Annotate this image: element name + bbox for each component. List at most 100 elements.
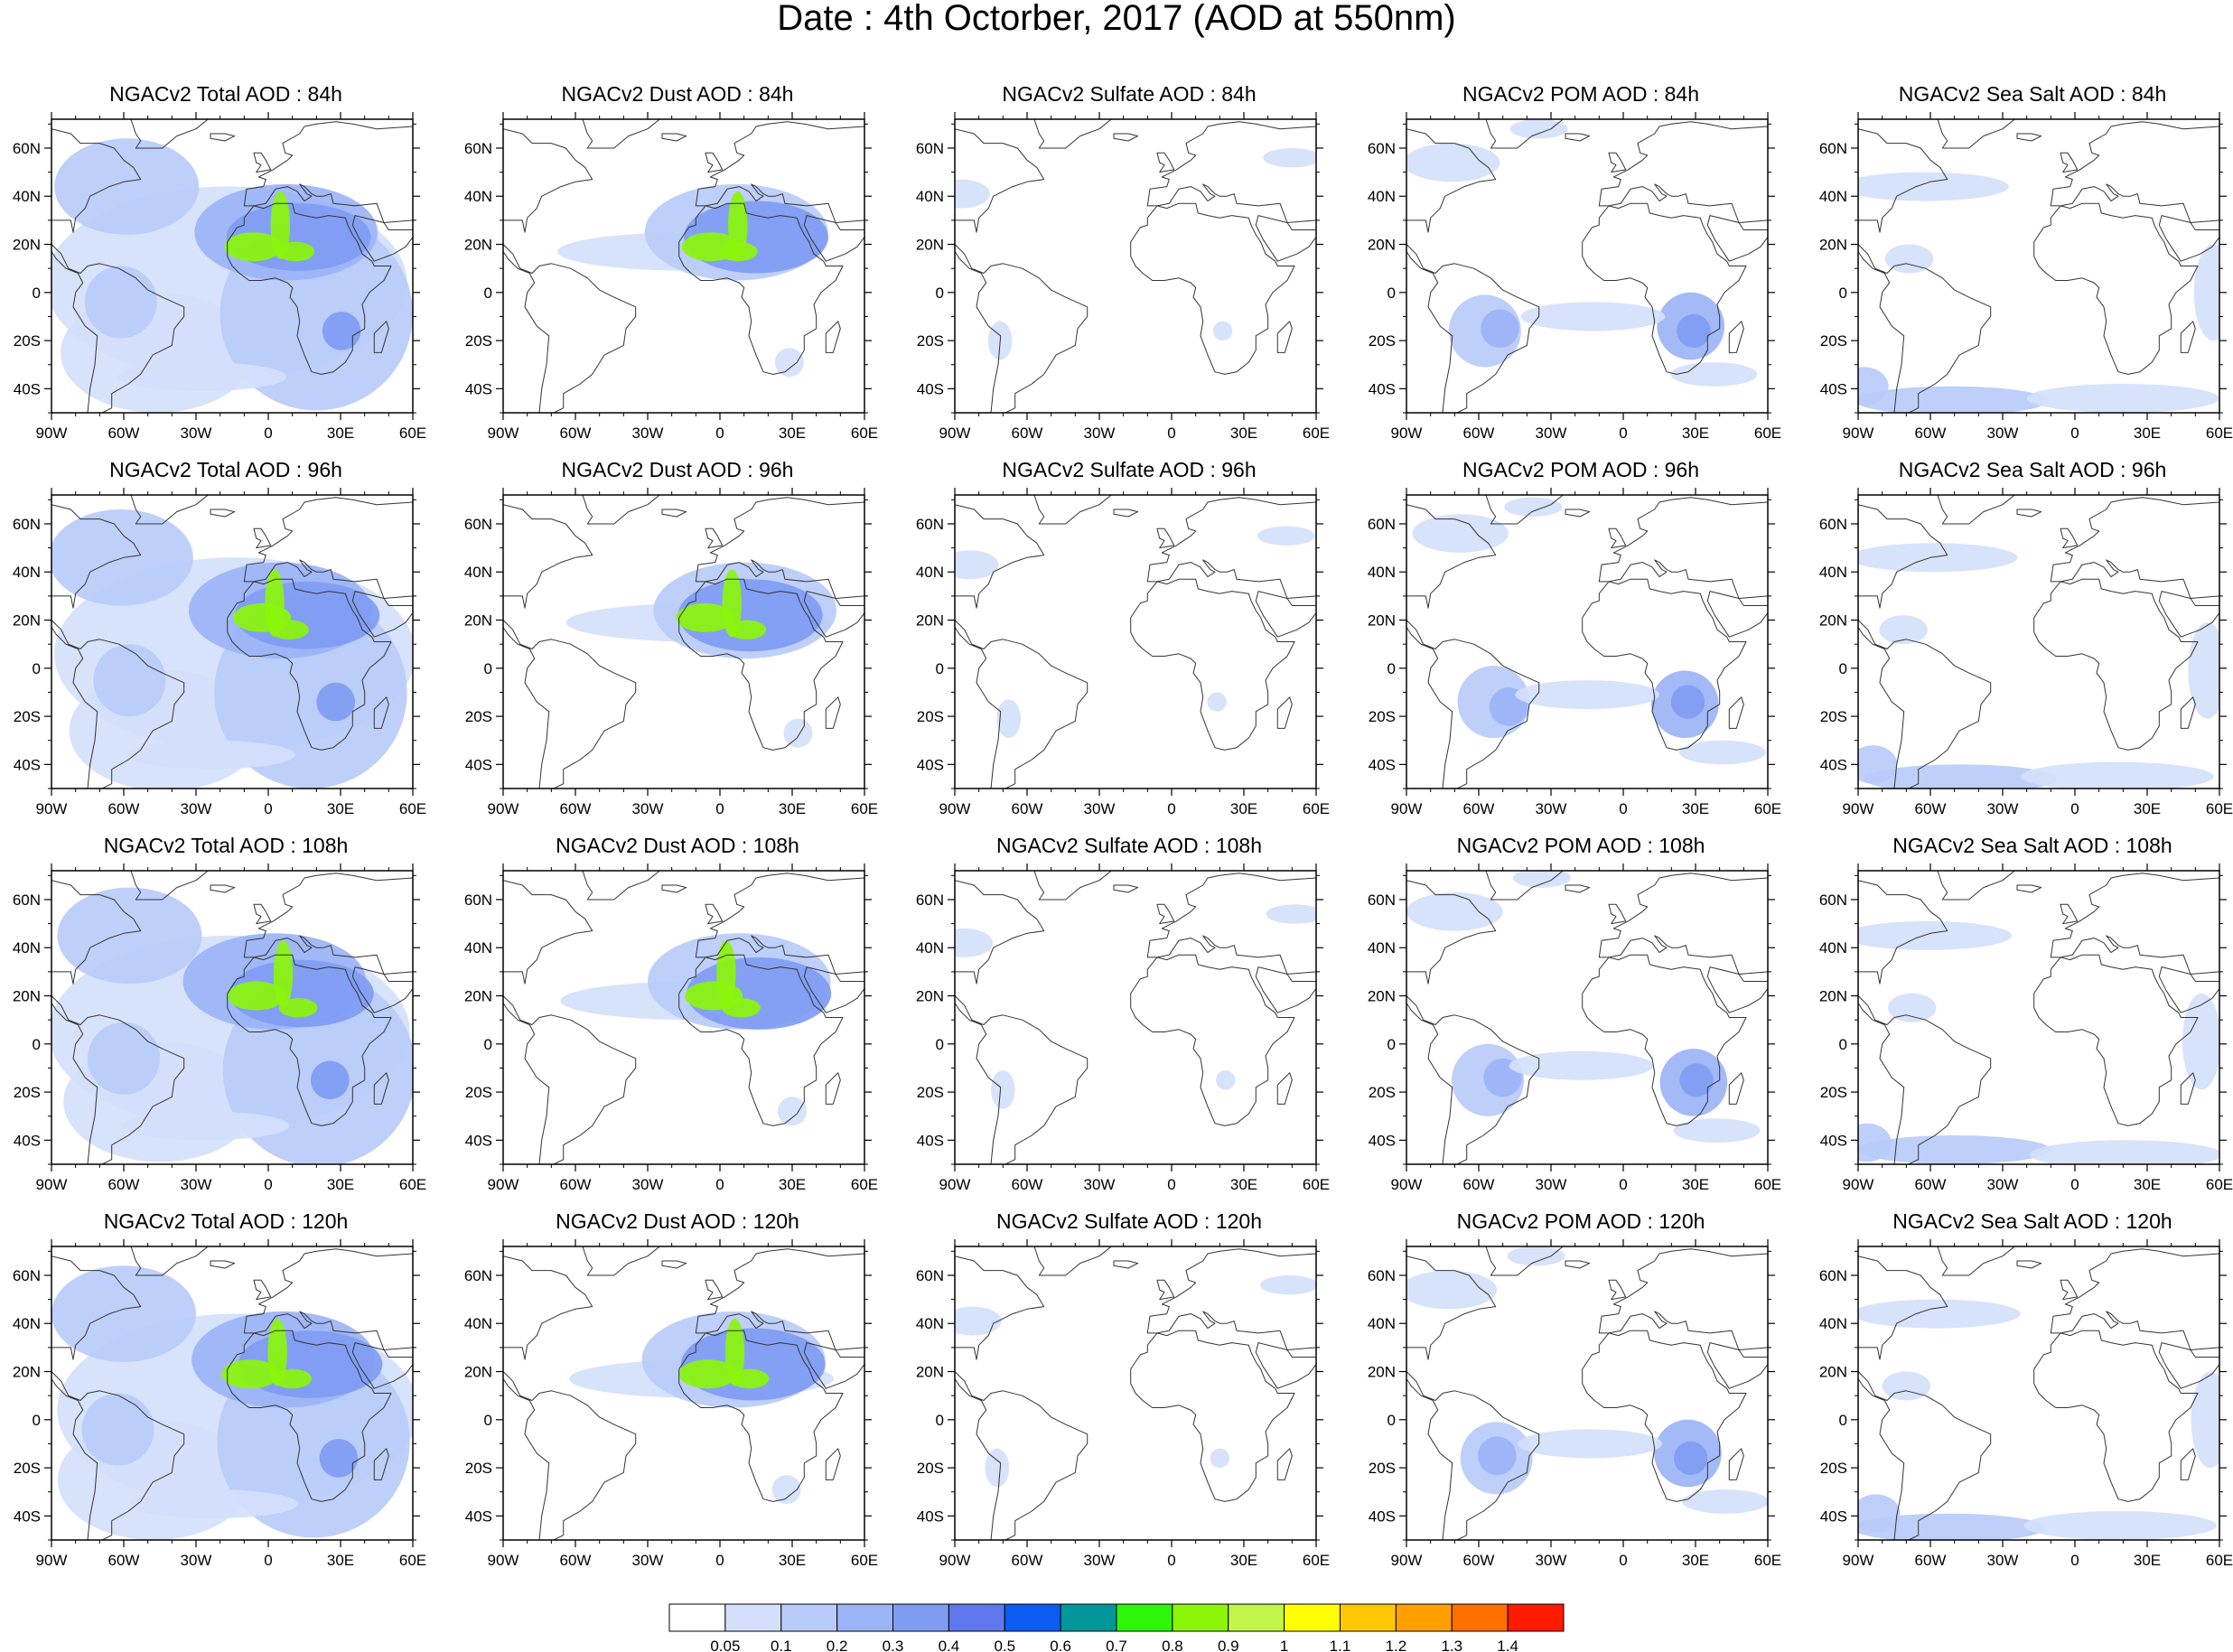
coastline-europe (2050, 1248, 2219, 1350)
aod-shading (1670, 685, 1705, 719)
coastline-samerica (1858, 620, 1992, 789)
coastline-samerica (503, 244, 637, 413)
coastline-madagascar (1728, 321, 1744, 353)
lon-tick-label: 30W (1536, 1176, 1567, 1193)
lon-tick-label: 90W (488, 1176, 519, 1193)
lat-tick-label: 40N (464, 564, 492, 581)
lat-tick-label: 20N (464, 237, 492, 254)
lat-tick-label: 40S (14, 1507, 41, 1525)
map-plot: 90W 60W 30W 0 30E 60E 60N 40N 20N 0 20S 40S (916, 863, 1330, 1193)
lat-tick-label: 20N (1819, 988, 1847, 1005)
plot-frame (954, 118, 1317, 414)
coastline-samerica (1406, 620, 1540, 789)
coastline-iceland (2016, 884, 2042, 893)
coastline-arabia (1255, 1342, 1316, 1389)
coastline-namerica (1406, 880, 1497, 985)
aod-shading (120, 1111, 290, 1141)
coastline-samerica (503, 1371, 637, 1540)
coastline-madagascar (1728, 1072, 1744, 1105)
coastline-iceland (210, 133, 236, 142)
aod-shading (84, 266, 157, 339)
coastline-namerica (1406, 504, 1497, 609)
aod-shading (2182, 993, 2219, 1090)
coastline-britain (1608, 903, 1627, 925)
coastline-africa (678, 954, 844, 1126)
aod-shading (1412, 514, 1509, 553)
lat-tick-label: 0 (936, 660, 944, 677)
aod-shading (955, 179, 990, 209)
lon-tick-label: 60W (1915, 425, 1947, 442)
coastline-samerica (955, 1371, 1088, 1540)
coastline-madagascar (2180, 1448, 2196, 1480)
panel-title: NGACv2 POM AOD : 108h (1456, 834, 1705, 857)
panel-title: NGACv2 Total AOD : 120h (103, 1209, 349, 1233)
lon-tick-label: 60E (851, 1552, 878, 1569)
coastline-madagascar (2180, 696, 2196, 729)
coastline-namerica (1406, 1255, 1497, 1360)
lon-tick-label: 0 (1167, 1176, 1175, 1193)
coastline-arabia (1706, 966, 1768, 1013)
aod-shading (778, 1097, 807, 1126)
lat-tick-label: 40N (13, 1315, 41, 1332)
lon-tick-label: 60E (399, 425, 426, 442)
lon-tick-label: 60W (1915, 800, 1947, 817)
aod-shading (88, 1022, 160, 1095)
coastline-africa (678, 578, 844, 751)
lon-tick-label: 90W (1391, 1176, 1423, 1193)
lon-tick-label: 90W (36, 425, 68, 442)
coastline-europe (1598, 1248, 1768, 1350)
coastline-europe (2050, 121, 2219, 223)
lat-tick-label: 40N (916, 939, 944, 957)
coastline-greenland (582, 871, 660, 901)
map-panel-pom-row1: NGACv2 POM AOD : 96h 90W 60W 30W 0 30E 60E 60N 4… (1355, 457, 1807, 833)
aod-shading (1858, 920, 2013, 950)
lon-tick-label: 0 (2070, 1176, 2079, 1193)
aod-shading (319, 1439, 359, 1478)
plot-frame (954, 870, 1317, 1165)
aod-shading (1884, 244, 1934, 274)
coastline-britain (253, 152, 272, 173)
lon-tick-label: 60W (108, 425, 140, 442)
lon-tick-label: 30E (327, 1552, 354, 1569)
map-plot: 90W 60W 30W 0 30E 60E 60N 40N 20N 0 20S 40S (464, 863, 878, 1193)
coastline-arabia (2158, 591, 2219, 638)
lat-tick-label: 20N (1368, 612, 1396, 630)
lon-tick-label: 30E (1230, 1176, 1257, 1193)
coastline-arabia (1255, 966, 1316, 1013)
lat-tick-label: 40S (917, 380, 944, 397)
map-panel-dust-row3: NGACv2 Dust AOD : 120h 90W 60W 30W 0 30E 60E 60… (452, 1209, 903, 1584)
coastline-britain (705, 152, 724, 173)
aod-shading (1263, 147, 1316, 168)
plot-frame (1857, 494, 2220, 789)
coastline-britain (253, 527, 272, 549)
lon-tick-label: 60W (1463, 1552, 1495, 1569)
lat-tick-label: 20N (916, 988, 944, 1005)
lat-tick-label: 40S (1820, 756, 1847, 773)
coastline-samerica (1858, 1371, 1992, 1540)
aod-shading (1858, 745, 1898, 784)
lat-tick-label: 20N (464, 988, 492, 1005)
coastline-britain (1608, 527, 1627, 549)
coastline-arabia (803, 591, 864, 638)
coastline-greenland (1937, 871, 2015, 901)
map-plot: 90W 60W 30W 0 30E 60E 60N 40N 20N 0 20S 40S (1819, 1239, 2233, 1569)
coastline-greenland (130, 495, 209, 525)
coastline-madagascar (373, 1448, 389, 1480)
lat-tick-label: 40N (916, 1315, 944, 1332)
coastline-iceland (1565, 133, 1591, 142)
plot-frame (51, 870, 414, 1165)
lon-tick-label: 60W (560, 425, 592, 442)
aod-shading (1216, 1070, 1236, 1090)
coastline-namerica (503, 1255, 593, 1360)
lon-tick-label: 60E (1303, 425, 1330, 442)
lat-tick-label: 60N (916, 516, 944, 533)
lon-tick-label: 30W (1536, 800, 1567, 817)
lon-tick-label: 30E (2134, 1176, 2161, 1193)
coastline-iceland (661, 884, 687, 893)
plot-frame (1406, 118, 1769, 414)
coastline-africa (1582, 954, 1747, 1126)
aod-shading (311, 1060, 350, 1100)
lon-tick-label: 60W (1012, 1176, 1043, 1193)
coastline-africa (2033, 1330, 2199, 1502)
lat-tick-label: 60N (13, 516, 41, 533)
